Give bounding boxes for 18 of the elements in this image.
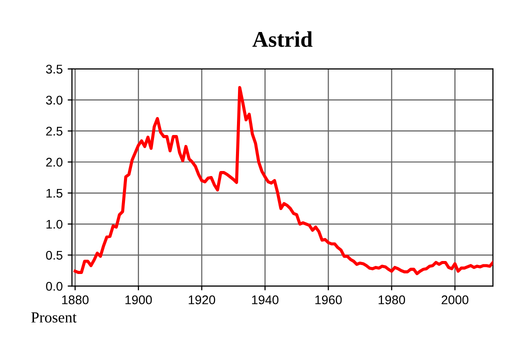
x-tick-label: 1920 bbox=[188, 295, 216, 304]
y-tick-label: 2.0 bbox=[46, 158, 62, 167]
y-tick-label: 1.0 bbox=[46, 220, 62, 229]
x-tick-label: 1880 bbox=[62, 295, 89, 304]
y-tick-label: 2.5 bbox=[46, 126, 62, 136]
x-tick-label: 1900 bbox=[125, 295, 152, 304]
y-tick-label: 0.0 bbox=[46, 282, 62, 291]
y-tick-label: 1.5 bbox=[46, 188, 62, 198]
y-tick-label: 3.0 bbox=[46, 96, 62, 105]
x-tick-label: 2000 bbox=[442, 295, 468, 304]
y-tick-label: 3.5 bbox=[46, 64, 62, 74]
x-tick-label: 1940 bbox=[252, 295, 278, 304]
x-tick-label: 1980 bbox=[378, 295, 406, 304]
y-axis-title: Prosent bbox=[31, 312, 77, 323]
y-tick-label: 0.5 bbox=[46, 250, 62, 260]
line-series bbox=[74, 86, 493, 276]
chart-title: Astrid bbox=[252, 31, 312, 47]
x-tick-label: 1960 bbox=[315, 295, 342, 304]
